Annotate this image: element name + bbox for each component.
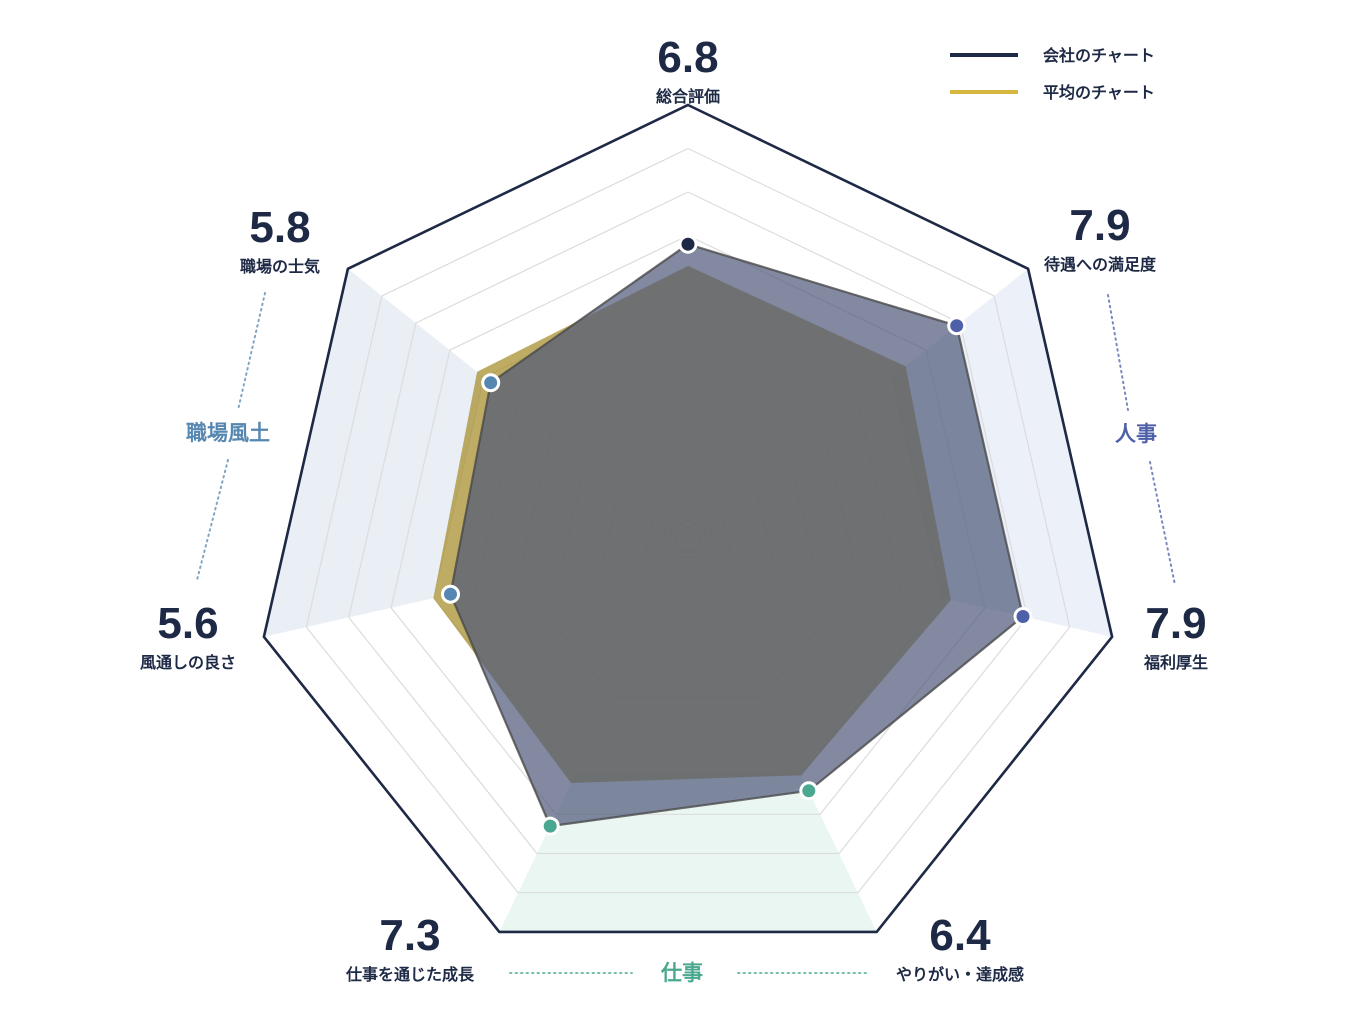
axis-label: 風通しの良さ [140, 653, 236, 672]
axis-score: 5.8 [249, 203, 310, 252]
group-connector [1149, 461, 1176, 586]
series-company [449, 243, 1025, 828]
radar-series [433, 243, 1025, 828]
group-label: 仕事 [660, 961, 703, 985]
legend-label: 平均のチャート [1043, 83, 1155, 102]
group-band-2 [263, 268, 484, 637]
data-point [441, 584, 460, 604]
axis-label: 総合評価 [656, 87, 720, 106]
data-point [678, 234, 698, 254]
data-point [540, 816, 560, 836]
radar-points [441, 234, 1033, 836]
data-point [799, 781, 819, 801]
group-connector [196, 459, 229, 581]
axis-score: 7.3 [379, 911, 440, 960]
data-point [1013, 607, 1033, 626]
group-connector [237, 292, 266, 411]
axis-score: 6.8 [657, 33, 718, 82]
axis-label: 職場の士気 [240, 257, 320, 276]
group-connector [1107, 294, 1129, 411]
axis-score: 5.6 [157, 599, 218, 648]
radar-outer-border [262, 103, 1114, 934]
data-point [481, 373, 501, 393]
grid-ring [348, 191, 1028, 855]
axis-score: 7.9 [1145, 599, 1206, 648]
axis-label: 仕事を通じた成長 [345, 965, 475, 984]
axis-score: 7.9 [1069, 201, 1130, 250]
axis-label: 福利厚生 [1143, 653, 1208, 672]
legend-label: 会社のチャート [1043, 46, 1155, 65]
group-label: 職場風土 [186, 421, 270, 445]
axis-label: やりがい・達成感 [896, 965, 1024, 984]
group-label: 人事 [1115, 422, 1157, 446]
axis-score: 6.4 [929, 911, 991, 960]
axis-labels: 6.8 総合評価 7.9 待遇への満足度 7.9 福利厚生 6.4 やりがい・達成感 7.3 仕事… [140, 33, 1208, 984]
axis-label: 待遇への満足度 [1044, 255, 1157, 274]
grid-ring [305, 147, 1071, 894]
data-point [947, 316, 967, 336]
outer-border [262, 103, 1114, 934]
